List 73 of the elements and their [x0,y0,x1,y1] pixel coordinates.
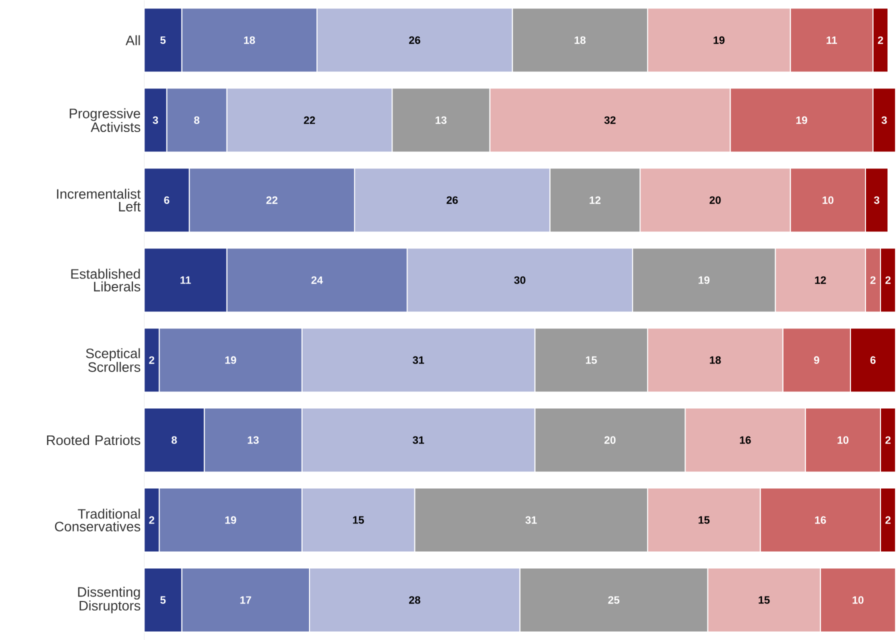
data-label: 8 [194,116,200,124]
data-label: 32 [604,116,616,124]
data-label: 10 [852,596,864,604]
data-label: 18 [574,36,586,44]
data-label: 11 [826,36,838,44]
data-label: 2 [885,276,891,284]
data-label: 30 [514,276,526,284]
data-label: 22 [304,116,316,124]
y-tick-label: All [126,35,140,46]
data-label: 15 [586,356,597,364]
bar [790,168,866,233]
data-label: 19 [225,516,236,524]
data-label: 28 [409,596,420,604]
data-label: 26 [409,36,420,44]
bar [820,567,896,632]
data-label: 6 [164,196,170,204]
data-label: 19 [714,36,725,44]
data-label: 15 [698,516,710,524]
y-tick-label: Established Liberals [71,268,140,292]
data-label: 22 [266,196,278,204]
data-label: 20 [710,196,721,204]
data-label: 15 [353,516,364,524]
data-label: 3 [882,116,887,124]
data-label: 31 [412,356,424,364]
data-label: 20 [604,436,616,444]
bar [760,487,881,552]
data-label: 3 [874,196,880,204]
data-label: 13 [436,116,447,124]
y-tick-label: Sceptical Scrollers [86,348,140,372]
data-label: 9 [814,356,820,364]
bar [730,88,874,153]
data-label: 26 [446,196,458,204]
data-label: 10 [838,436,848,444]
y-tick-label: Incrementalist Left [57,188,141,212]
data-label: 18 [710,356,721,364]
data-label: 12 [815,276,826,284]
data-label: 3 [152,116,158,124]
data-label: 19 [698,276,710,284]
y-tick-label: Dissenting Disruptors [78,586,140,614]
data-label: 31 [525,516,537,524]
data-label: 2 [149,356,154,364]
data-label: 8 [172,436,177,444]
data-label: 18 [244,36,255,44]
data-label: 16 [740,436,751,444]
data-label: 2 [885,436,891,444]
data-label: 16 [815,516,826,524]
data-label: 19 [796,116,808,124]
bar [782,328,851,392]
bar [872,88,896,153]
bar [804,407,881,472]
data-label: 2 [885,516,891,524]
data-label: 10 [822,196,834,204]
data-label: 19 [225,356,236,364]
data-label: 2 [149,516,154,524]
data-label: 2 [878,36,884,44]
y-tick-label: Progressive Activists [70,108,140,132]
data-label: 13 [248,436,259,444]
data-label: 17 [240,596,252,604]
data-label: 25 [608,596,620,604]
data-label: 5 [160,596,166,604]
data-label: 6 [870,356,876,364]
data-label: 5 [160,36,166,44]
bar [850,328,896,392]
bar [864,168,888,233]
data-label: 31 [412,436,424,444]
data-label: 12 [590,196,601,204]
y-tick-label: Rooted Patriots [47,434,140,445]
data-label: 2 [870,276,876,284]
data-label: 11 [180,276,191,284]
y-tick-label: Traditional Conservatives [54,508,140,532]
data-label: 15 [758,596,770,604]
bar [790,8,874,73]
data-label: 24 [311,276,323,284]
